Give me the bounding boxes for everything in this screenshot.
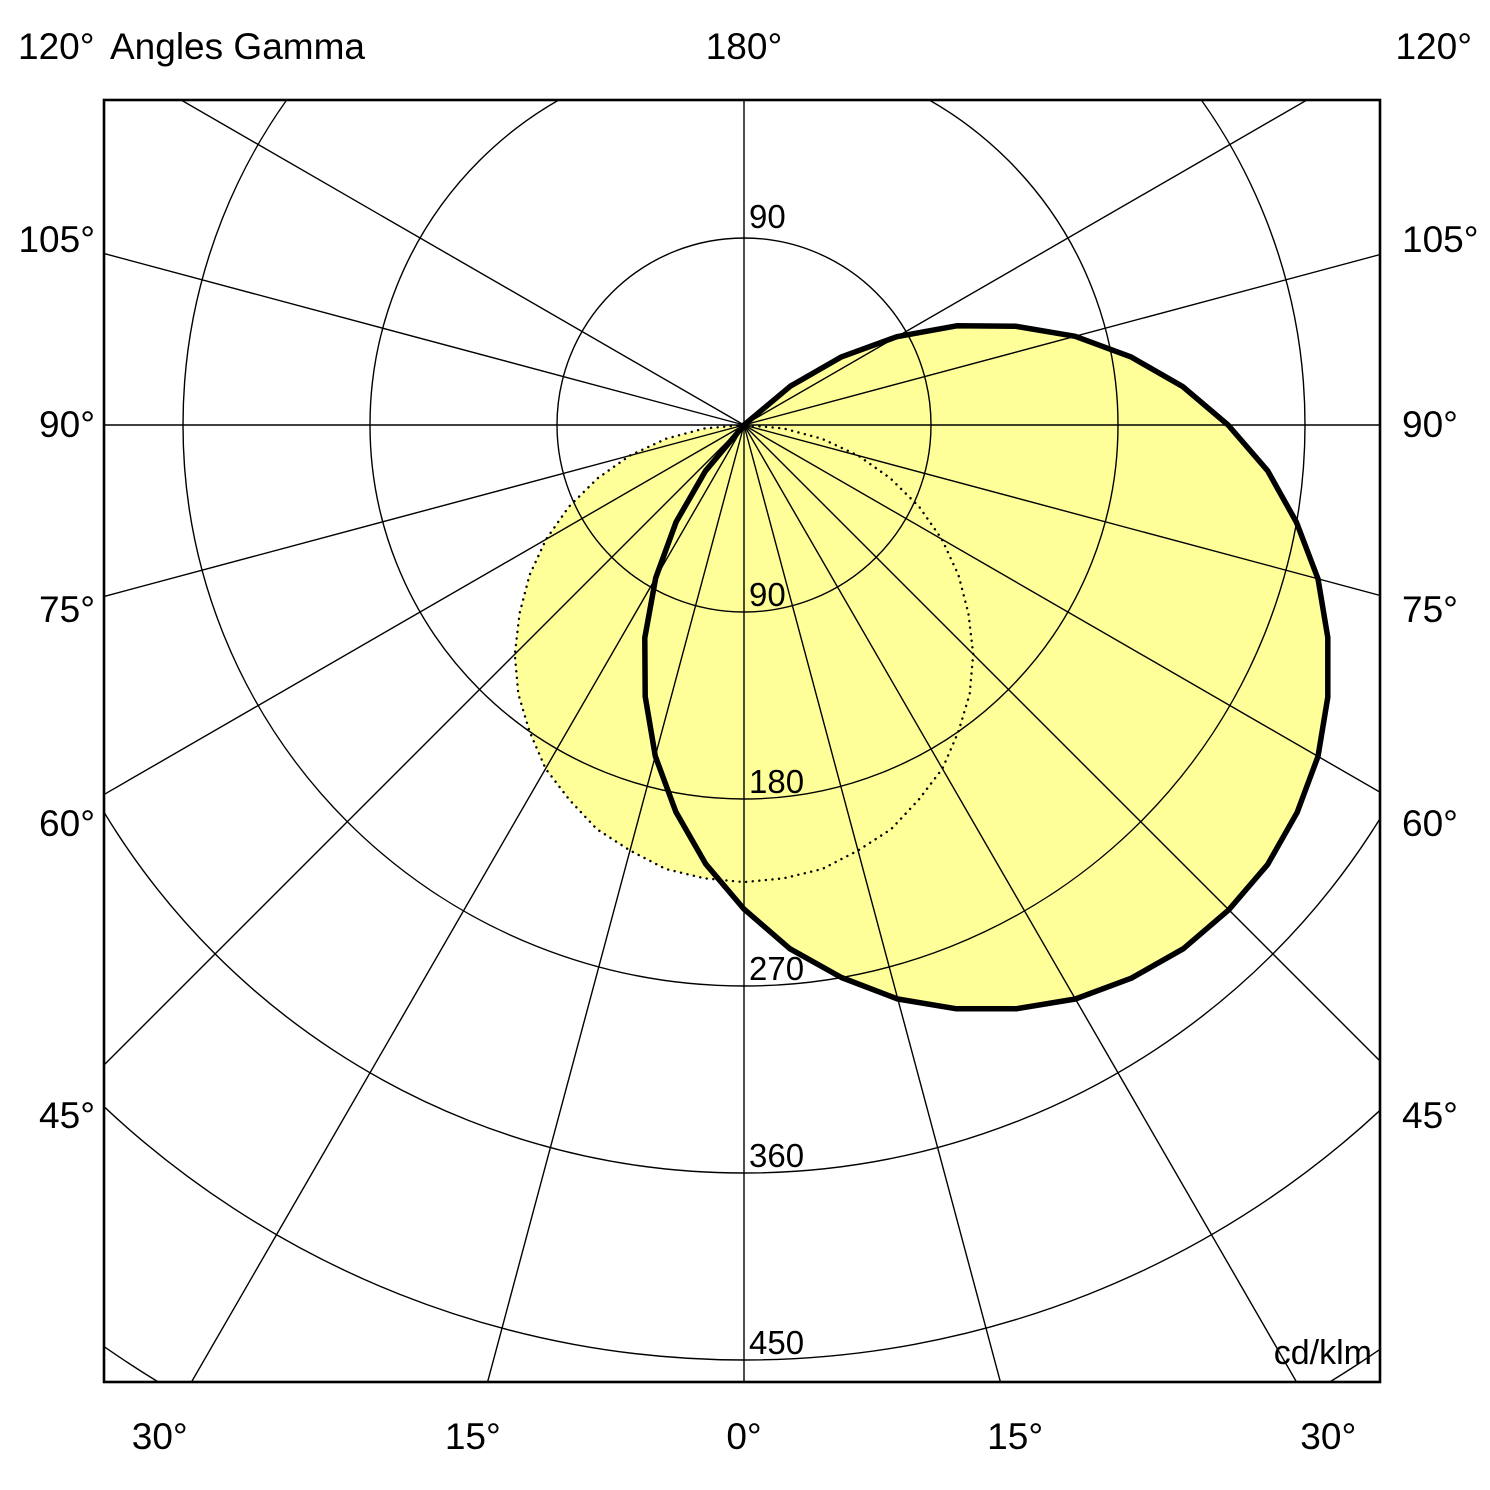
radial-tick-label: 360 xyxy=(749,1137,804,1174)
chart-title: Angles Gamma xyxy=(110,26,365,67)
c90-plane-curve xyxy=(513,423,975,884)
grid-radial-line xyxy=(743,424,1380,794)
grid-radial-line xyxy=(743,100,1309,426)
radial-tick-label: 180 xyxy=(749,763,804,800)
radial-tick-label: 270 xyxy=(749,950,804,987)
top-angle-label: 180° xyxy=(705,26,783,67)
corner-angle-label-top-left: 120° xyxy=(18,26,95,67)
grid-radial-line xyxy=(486,424,745,1382)
grid-radial-line xyxy=(104,424,745,1066)
grid-radial-line xyxy=(104,424,745,796)
radial-tick-label: 90 xyxy=(749,576,786,613)
grid-radial-line xyxy=(179,100,745,426)
grid-radial-line xyxy=(743,424,1380,1062)
grid-radial-line xyxy=(743,253,1380,426)
corner-angle-label-top-right: 120° xyxy=(1395,26,1472,67)
grid-radial-line xyxy=(743,424,1002,1382)
radial-tick-label-above-pole: 90 xyxy=(749,198,786,235)
grid-radial-line xyxy=(104,252,745,426)
radial-tick-label: 450 xyxy=(749,1324,804,1361)
plot-border xyxy=(102,98,1382,1384)
grid-radial-line xyxy=(104,424,745,598)
c0-plane-curve xyxy=(642,323,1331,1012)
unit-label: cd/klm xyxy=(1274,1334,1372,1372)
grid-radial-line xyxy=(743,424,1380,597)
grid-radial-line xyxy=(190,424,745,1382)
grid-radial-line xyxy=(743,424,1298,1382)
